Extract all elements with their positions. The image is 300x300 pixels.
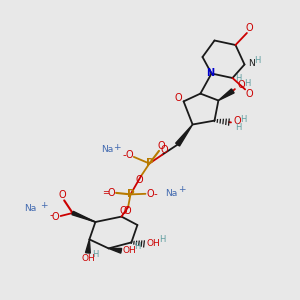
Text: N: N bbox=[248, 58, 254, 68]
Text: H: H bbox=[235, 74, 242, 83]
Polygon shape bbox=[176, 124, 193, 146]
Text: OH: OH bbox=[81, 254, 95, 263]
Text: Na: Na bbox=[101, 146, 113, 154]
Text: O: O bbox=[125, 150, 133, 160]
Text: OH: OH bbox=[122, 246, 136, 255]
Text: +: + bbox=[113, 142, 121, 152]
Text: O: O bbox=[238, 80, 246, 91]
Text: Na: Na bbox=[24, 204, 36, 213]
Polygon shape bbox=[72, 211, 95, 222]
Text: H: H bbox=[240, 115, 247, 124]
Text: O: O bbox=[124, 206, 131, 216]
Text: -: - bbox=[122, 150, 126, 160]
Text: O: O bbox=[174, 93, 182, 103]
Text: O: O bbox=[245, 22, 253, 33]
Text: +: + bbox=[40, 201, 48, 210]
Text: =: = bbox=[102, 188, 110, 197]
Text: O: O bbox=[58, 190, 66, 200]
Text: H: H bbox=[159, 235, 165, 244]
Text: O: O bbox=[52, 212, 60, 222]
Text: H: H bbox=[92, 250, 99, 259]
Text: O: O bbox=[246, 88, 254, 99]
Text: P: P bbox=[127, 189, 134, 200]
Text: O: O bbox=[119, 206, 127, 217]
Text: -: - bbox=[153, 189, 157, 199]
Text: H: H bbox=[254, 56, 260, 65]
Polygon shape bbox=[85, 239, 90, 253]
Text: Na: Na bbox=[165, 189, 177, 198]
Text: H: H bbox=[235, 123, 242, 132]
Text: H: H bbox=[244, 79, 251, 88]
Text: N: N bbox=[206, 68, 214, 79]
Text: P: P bbox=[146, 158, 153, 169]
Polygon shape bbox=[218, 89, 234, 100]
Text: O: O bbox=[158, 141, 165, 151]
Polygon shape bbox=[109, 248, 122, 253]
Text: +: + bbox=[178, 184, 186, 194]
Text: -: - bbox=[49, 210, 53, 220]
Text: O: O bbox=[136, 175, 143, 185]
Text: O: O bbox=[146, 189, 154, 199]
Text: O: O bbox=[233, 116, 241, 127]
Text: O: O bbox=[107, 188, 115, 198]
Text: OH: OH bbox=[146, 238, 160, 247]
Text: O: O bbox=[160, 145, 168, 155]
Text: H: H bbox=[134, 242, 141, 251]
